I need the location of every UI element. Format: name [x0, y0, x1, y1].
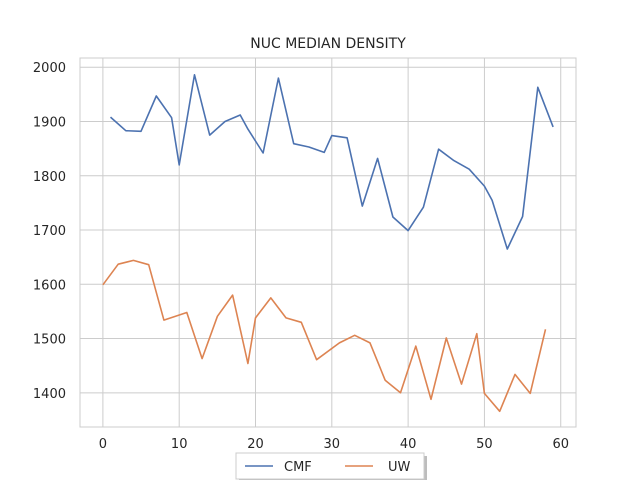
x-tick-label: 60 — [552, 437, 569, 452]
series-line-cmf — [109, 74, 554, 250]
legend: CMF UW — [235, 452, 427, 480]
x-tick-label: 30 — [324, 437, 341, 452]
y-tick-label: 1600 — [33, 278, 66, 293]
y-tick-label: 2000 — [33, 61, 66, 76]
grid — [80, 58, 576, 427]
legend-label-cmf: CMF — [284, 460, 312, 475]
tick-labels: 0 10 20 30 40 50 60 1400 1500 1600 1700 1800 1900 200… — [33, 61, 569, 452]
y-tick-label: 1500 — [33, 333, 66, 348]
x-tick-label: 10 — [171, 437, 188, 452]
series-line-uw — [102, 259, 547, 413]
y-tick-label: 1400 — [33, 387, 66, 402]
y-tick-label: 1900 — [33, 115, 66, 130]
chart-title: NUC MEDIAN DENSITY — [250, 36, 406, 52]
x-tick-label: 20 — [247, 437, 264, 452]
legend-label-uw: UW — [388, 460, 411, 475]
x-tick-label: 40 — [400, 437, 417, 452]
y-tick-label: 1700 — [33, 224, 66, 239]
y-tick-label: 1800 — [33, 170, 66, 185]
plot-frame — [79, 57, 577, 428]
x-tick-label: 50 — [476, 437, 493, 452]
x-tick-label: 0 — [99, 437, 107, 452]
series-lines — [102, 74, 554, 413]
